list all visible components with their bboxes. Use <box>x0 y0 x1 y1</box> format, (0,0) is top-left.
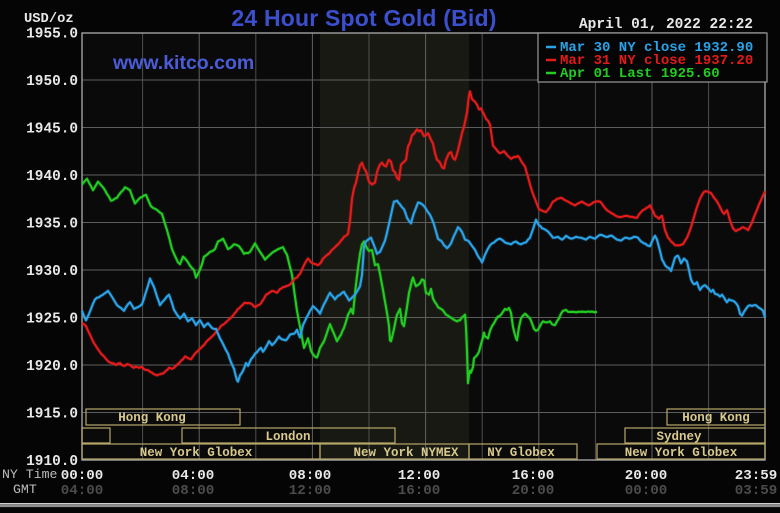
svg-text:Sydney: Sydney <box>656 430 702 444</box>
svg-text:www.kitco.com: www.kitco.com <box>112 52 254 74</box>
svg-text:April 01, 2022 22:22: April 01, 2022 22:22 <box>579 17 753 33</box>
svg-text:1910.0: 1910.0 <box>26 454 78 470</box>
svg-text:GMT: GMT <box>13 482 37 497</box>
svg-text:New York Globex: New York Globex <box>625 446 738 460</box>
svg-text:08:00: 08:00 <box>172 483 215 499</box>
svg-text:Mar 31 NY close 1937.20: Mar 31 NY close 1937.20 <box>560 53 753 69</box>
svg-text:04:00: 04:00 <box>172 468 215 484</box>
svg-text:New York NYMEX: New York NYMEX <box>353 446 459 460</box>
svg-text:00:00: 00:00 <box>625 483 668 499</box>
svg-text:NY Globex: NY Globex <box>487 446 555 460</box>
svg-text:1940.0: 1940.0 <box>26 169 78 185</box>
svg-text:Apr 01 Last 1925.60: Apr 01 Last 1925.60 <box>560 66 720 82</box>
svg-text:04:00: 04:00 <box>61 483 104 499</box>
svg-text:1935.0: 1935.0 <box>26 217 78 233</box>
svg-text:1930.0: 1930.0 <box>26 264 78 280</box>
svg-text:London: London <box>265 430 310 444</box>
svg-text:20:00: 20:00 <box>512 483 555 499</box>
svg-text:Hong Kong: Hong Kong <box>682 411 750 425</box>
svg-text:1955.0: 1955.0 <box>26 27 78 43</box>
svg-text:24 Hour Spot Gold (Bid): 24 Hour Spot Gold (Bid) <box>231 5 496 31</box>
svg-text:23:59: 23:59 <box>735 468 778 484</box>
svg-text:00:00: 00:00 <box>61 468 104 484</box>
svg-text:12:00: 12:00 <box>398 468 441 484</box>
svg-text:Mar 30 NY close 1932.90: Mar 30 NY close 1932.90 <box>560 40 753 56</box>
svg-text:1945.0: 1945.0 <box>26 122 78 138</box>
svg-text:Hong Kong: Hong Kong <box>118 411 186 425</box>
svg-text:16:00: 16:00 <box>398 483 441 499</box>
svg-text:03:59: 03:59 <box>735 483 778 499</box>
svg-text:USD/oz: USD/oz <box>24 11 74 27</box>
svg-text:20:00: 20:00 <box>625 468 668 484</box>
svg-text:16:00: 16:00 <box>512 468 555 484</box>
svg-text:NY Time: NY Time <box>2 467 57 482</box>
svg-text:1915.0: 1915.0 <box>26 407 78 423</box>
svg-text:1950.0: 1950.0 <box>26 74 78 90</box>
svg-text:1925.0: 1925.0 <box>26 312 78 328</box>
svg-text:08:00: 08:00 <box>289 468 332 484</box>
svg-text:12:00: 12:00 <box>289 483 332 499</box>
svg-text:1920.0: 1920.0 <box>26 359 78 375</box>
svg-text:New York Globex: New York Globex <box>140 446 253 460</box>
